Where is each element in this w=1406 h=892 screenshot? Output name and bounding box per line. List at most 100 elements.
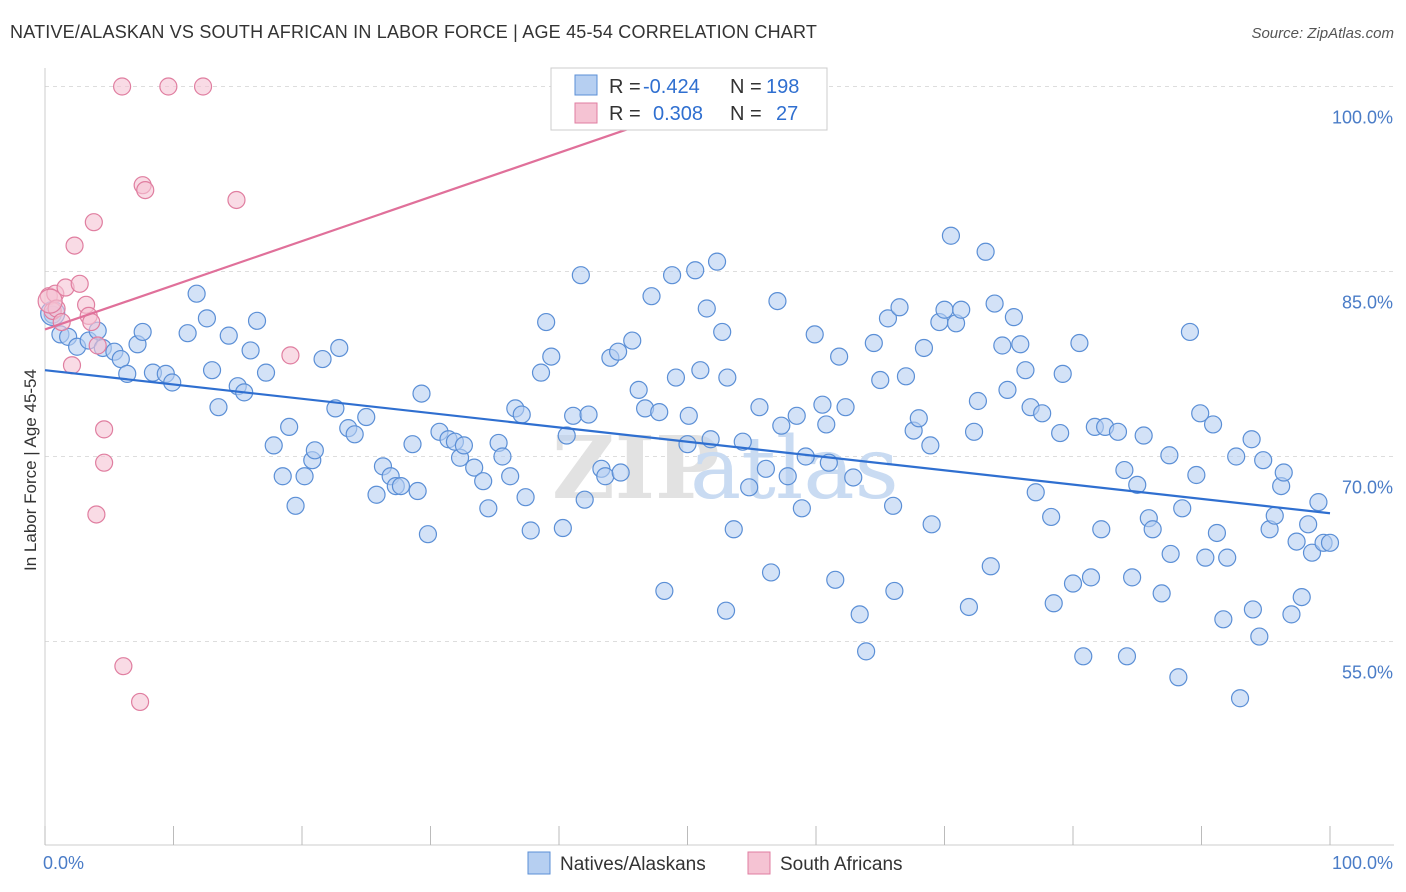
- data-point-south-africans: [37, 288, 63, 314]
- data-point-natives-alaskans: [553, 518, 572, 538]
- data-point-natives-alaskans: [1160, 446, 1179, 465]
- data-point-natives-alaskans: [330, 338, 349, 358]
- data-point-natives-alaskans: [1173, 499, 1192, 518]
- y-tick-label: 70.0%: [1342, 478, 1393, 498]
- data-point-natives-alaskans: [1169, 668, 1188, 687]
- data-point-natives-alaskans: [1287, 532, 1306, 551]
- data-point-natives-alaskans: [295, 467, 314, 486]
- data-point-natives-alaskans: [286, 496, 305, 515]
- data-point-natives-alaskans: [326, 399, 345, 418]
- legend-n-label-2: N =: [730, 103, 762, 125]
- data-point-natives-alaskans: [418, 525, 438, 544]
- data-point-natives-alaskans: [713, 322, 732, 342]
- data-point-natives-alaskans: [952, 300, 971, 319]
- data-point-south-africans: [159, 77, 178, 96]
- data-point-natives-alaskans: [163, 373, 182, 392]
- data-point-natives-alaskans: [805, 325, 824, 344]
- y-tick-label: 100.0%: [1332, 108, 1393, 128]
- data-point-natives-alaskans: [959, 597, 979, 617]
- data-point-natives-alaskans: [716, 601, 736, 620]
- data-point-natives-alaskans: [516, 488, 535, 507]
- data-point-south-africans: [193, 77, 213, 96]
- data-point-natives-alaskans: [187, 284, 206, 303]
- legend-n-value-1: 198: [766, 76, 799, 98]
- data-point-natives-alaskans: [976, 242, 995, 261]
- data-point-natives-alaskans: [611, 463, 630, 482]
- data-point-natives-alaskans: [1044, 594, 1063, 613]
- bottom-legend-swatch-blue: [527, 851, 551, 875]
- data-point-natives-alaskans: [1161, 544, 1180, 564]
- data-point-natives-alaskans: [256, 363, 276, 382]
- axes: [44, 68, 1394, 846]
- data-point-natives-alaskans: [1282, 605, 1301, 624]
- data-point-natives-alaskans: [1207, 523, 1227, 543]
- legend-r-label-1: R =: [609, 76, 641, 98]
- data-point-natives-alaskans: [787, 406, 806, 425]
- data-point-natives-alaskans: [1143, 520, 1162, 539]
- data-point-natives-alaskans: [133, 322, 152, 342]
- data-point-natives-alaskans: [1004, 308, 1023, 327]
- data-point-natives-alaskans: [1302, 543, 1322, 562]
- legend-n-value-2: 27: [776, 103, 798, 125]
- data-point-natives-alaskans: [465, 458, 484, 477]
- data-point-natives-alaskans: [691, 361, 710, 380]
- data-point-natives-alaskans: [813, 395, 832, 414]
- data-point-natives-alaskans: [1309, 493, 1328, 512]
- data-point-natives-alaskans: [1115, 460, 1134, 480]
- y-tick-label: 55.0%: [1342, 663, 1393, 683]
- series-south-africans: [37, 77, 761, 712]
- data-point-natives-alaskans: [1230, 689, 1250, 708]
- data-point-natives-alaskans: [985, 294, 1004, 313]
- data-point-natives-alaskans: [1180, 322, 1200, 342]
- data-point-natives-alaskans: [857, 642, 876, 661]
- data-point-natives-alaskans: [1243, 600, 1263, 619]
- data-point-natives-alaskans: [830, 347, 849, 366]
- data-point-natives-alaskans: [571, 266, 590, 285]
- data-point-natives-alaskans: [454, 436, 474, 455]
- bottom-legend-label-pink: South Africans: [780, 854, 903, 875]
- data-point-natives-alaskans: [878, 309, 898, 328]
- data-point-natives-alaskans: [408, 481, 427, 501]
- data-point-south-africans: [114, 657, 133, 676]
- legend-n-label-1: N =: [730, 76, 762, 98]
- data-point-natives-alaskans: [629, 380, 648, 399]
- data-point-natives-alaskans: [623, 331, 642, 350]
- data-point-natives-alaskans: [968, 391, 988, 411]
- data-point-natives-alaskans: [273, 467, 292, 486]
- data-point-natives-alaskans: [761, 563, 781, 582]
- data-point-natives-alaskans: [1016, 361, 1035, 380]
- watermark: ZIP atlas: [552, 418, 899, 519]
- data-point-south-africans: [65, 236, 84, 255]
- data-point-natives-alaskans: [564, 406, 583, 425]
- data-point-natives-alaskans: [1227, 447, 1246, 466]
- data-point-natives-alaskans: [1128, 475, 1147, 494]
- data-point-natives-alaskans: [756, 459, 775, 478]
- data-point-natives-alaskans: [367, 485, 386, 504]
- data-point-south-africans: [84, 213, 103, 232]
- data-point-natives-alaskans: [871, 370, 890, 390]
- x-tick-label: 0.0%: [43, 853, 84, 873]
- legend-r-label-2: R =: [609, 103, 641, 125]
- data-point-south-africans: [227, 190, 246, 210]
- legend-swatch-blue: [574, 74, 598, 96]
- data-point-south-africans: [88, 336, 107, 355]
- trend-line-natives-alaskans: [44, 369, 1331, 515]
- data-point-natives-alaskans: [740, 478, 759, 497]
- data-point-natives-alaskans: [493, 447, 512, 466]
- data-point-natives-alaskans: [241, 341, 260, 360]
- tick-labels: 55.0% 70.0% 85.0% 100.0% 0.0% 100.0%: [43, 108, 1393, 874]
- y-axis-title: In Labor Force | Age 45-54: [21, 369, 40, 571]
- series-natives-alaskans: [40, 226, 1340, 708]
- data-point-natives-alaskans: [1123, 568, 1142, 587]
- data-point-natives-alaskans: [1152, 584, 1171, 603]
- y-tick-label: 85.0%: [1342, 293, 1393, 313]
- data-point-natives-alaskans: [575, 490, 594, 509]
- data-point-natives-alaskans: [896, 367, 916, 386]
- data-point-natives-alaskans: [247, 311, 267, 330]
- data-point-natives-alaskans: [345, 425, 364, 444]
- data-point-natives-alaskans: [655, 581, 674, 601]
- data-point-natives-alaskans: [1250, 627, 1269, 646]
- data-point-natives-alaskans: [993, 336, 1012, 355]
- data-point-natives-alaskans: [883, 496, 903, 515]
- data-point-south-africans: [87, 505, 106, 524]
